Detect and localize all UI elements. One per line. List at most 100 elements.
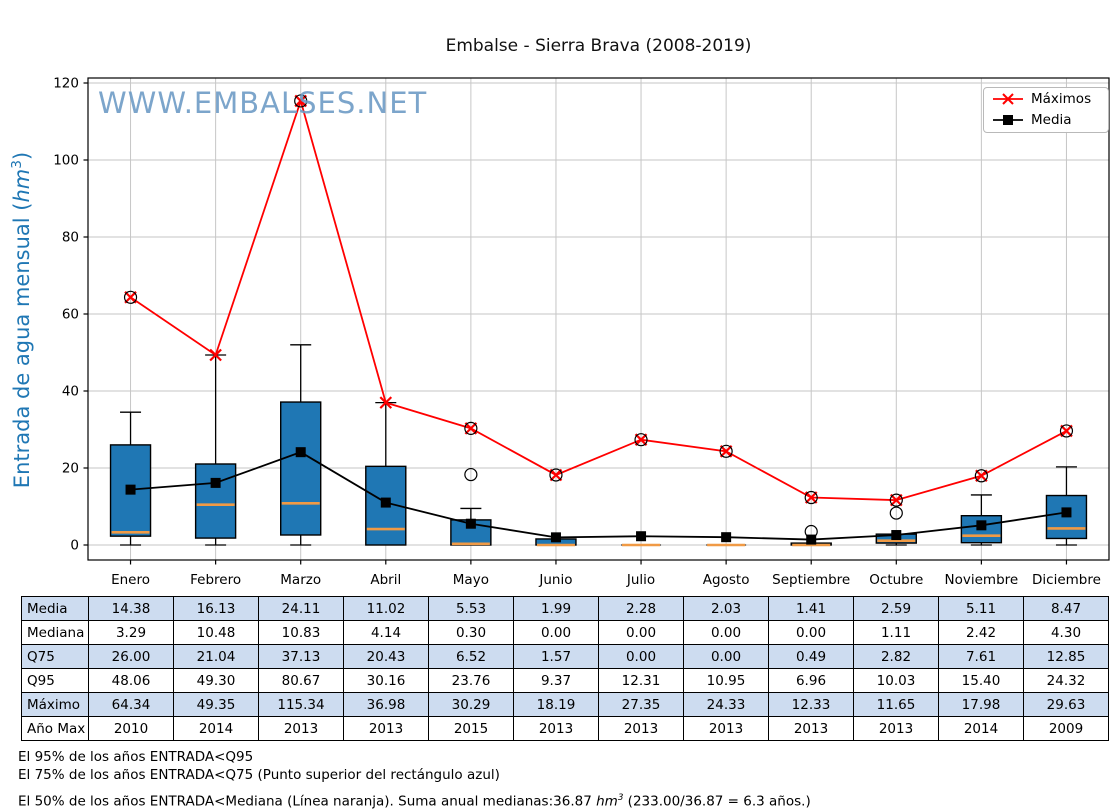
table-cell: 2.42 bbox=[938, 620, 1024, 645]
outlier-circle bbox=[889, 506, 903, 520]
table-cell: 2014 bbox=[938, 716, 1024, 741]
table-cell: 2013 bbox=[598, 716, 684, 741]
table-cell: 24.33 bbox=[683, 692, 769, 717]
table-cell: 12.33 bbox=[768, 692, 854, 717]
x-tick-label: Enero bbox=[111, 572, 150, 588]
box-marzo bbox=[280, 401, 322, 536]
table-cell: 12.85 bbox=[1023, 644, 1109, 669]
table-cell: 10.48 bbox=[173, 620, 259, 645]
x-tick-label: Noviembre bbox=[945, 572, 1019, 588]
max-x-marker bbox=[294, 94, 307, 108]
table-cell: 27.35 bbox=[598, 692, 684, 717]
table-cell: 48.06 bbox=[88, 668, 174, 693]
table-cell: 10.83 bbox=[258, 620, 344, 645]
media-marker bbox=[295, 447, 306, 458]
max-x-marker bbox=[464, 422, 478, 435]
footnote-unit: hm bbox=[596, 793, 618, 810]
table-cell: 23.76 bbox=[428, 668, 514, 693]
x-tick-label: Octubre bbox=[869, 572, 923, 588]
table-row-mediana: Mediana 3.29 10.48 10.83 4.14 0.30 0.00 0.00 0.0… bbox=[21, 620, 1109, 645]
table-cell: 2013 bbox=[768, 716, 854, 741]
table-cell: 14.38 bbox=[88, 596, 174, 621]
table-row-label: Q75 bbox=[21, 644, 89, 669]
table-cell: 2015 bbox=[428, 716, 514, 741]
table-cell: 11.02 bbox=[343, 596, 429, 621]
max-x-marker bbox=[804, 491, 818, 504]
table-cell: 1.99 bbox=[513, 596, 599, 621]
y-tick-label: 40 bbox=[62, 384, 79, 400]
table-cell: 1.11 bbox=[853, 620, 939, 645]
table-cell: 2009 bbox=[1023, 716, 1109, 741]
outlier-circle bbox=[634, 433, 648, 447]
legend: Máximos Media bbox=[983, 87, 1109, 133]
chart-title: Embalse - Sierra Brava (2008-2019) bbox=[445, 36, 752, 56]
table-cell: 2010 bbox=[88, 716, 174, 741]
legend-label-maximos: Máximos bbox=[1031, 90, 1092, 107]
table-cell: 24.11 bbox=[258, 596, 344, 621]
table-cell: 64.34 bbox=[88, 692, 174, 717]
maximos-line-x-icon bbox=[993, 92, 1023, 105]
table-cell: 49.30 bbox=[173, 668, 259, 693]
table-cell: 8.47 bbox=[1023, 596, 1109, 621]
x-tick-label: Septiembre bbox=[772, 572, 850, 588]
table-cell: 1.57 bbox=[513, 644, 599, 669]
max-x-marker bbox=[209, 348, 222, 362]
x-tick-label: Junio bbox=[538, 572, 572, 588]
x-tick-label: Mayo bbox=[453, 572, 489, 588]
media-marker bbox=[550, 532, 561, 543]
footnote-q75: El 75% de los años ENTRADA<Q75 (Punto su… bbox=[18, 767, 500, 783]
legend-item-maximos: Máximos bbox=[984, 88, 1108, 109]
table-cell: 2013 bbox=[853, 716, 939, 741]
outlier-circle bbox=[294, 94, 308, 108]
y-tick-label: 80 bbox=[62, 230, 79, 246]
table-cell: 0.49 bbox=[768, 644, 854, 669]
table-cell: 2013 bbox=[513, 716, 599, 741]
table-row-label: Año Max bbox=[21, 716, 89, 741]
table-cell: 2.28 bbox=[598, 596, 684, 621]
max-x-marker bbox=[719, 445, 733, 458]
x-tick-label: Agosto bbox=[703, 572, 750, 588]
y-tick-label: 0 bbox=[70, 538, 79, 554]
max-x-marker bbox=[379, 396, 393, 409]
table-row-label: Q95 bbox=[21, 668, 89, 693]
table-cell: 10.03 bbox=[853, 668, 939, 693]
table-cell: 0.30 bbox=[428, 620, 514, 645]
table-cell: 0.00 bbox=[598, 644, 684, 669]
max-x-marker bbox=[975, 469, 988, 483]
watermark: WWW.EMBALSES.NET bbox=[98, 86, 428, 120]
outlier-circle bbox=[1059, 424, 1074, 438]
max-x-marker bbox=[890, 493, 903, 507]
outlier-circle bbox=[804, 524, 818, 539]
table-cell: 37.13 bbox=[258, 644, 344, 669]
table-row-q75: Q75 26.00 21.04 37.13 20.43 6.52 1.57 0.00 0.00 0… bbox=[21, 644, 1109, 669]
footnote-mediana-text: El 50% de los años ENTRADA<Mediana (Líne… bbox=[18, 793, 597, 810]
table-cell: 115.34 bbox=[258, 692, 344, 717]
box-febrero bbox=[194, 463, 237, 539]
legend-label-media: Media bbox=[1031, 111, 1072, 128]
x-tick-label: Diciembre bbox=[1032, 572, 1101, 588]
table-cell: 16.13 bbox=[173, 596, 259, 621]
table-cell: 80.67 bbox=[258, 668, 344, 693]
table-cell: 0.00 bbox=[683, 644, 769, 669]
table-cell: 15.40 bbox=[938, 668, 1024, 693]
chart-canvas: 0 20 40 60 80 100 120 Enero Febrero Marzo Abril May… bbox=[53, 76, 1110, 588]
table-cell: 2.03 bbox=[683, 596, 769, 621]
table-cell: 2013 bbox=[683, 716, 769, 741]
max-x-marker bbox=[549, 468, 563, 482]
table-cell: 2014 bbox=[173, 716, 259, 741]
footnote-unit-exponent: 3 bbox=[617, 793, 624, 803]
outlier-circle bbox=[889, 493, 903, 507]
table-cell: 24.32 bbox=[1023, 668, 1109, 693]
y-tick-label: 20 bbox=[62, 461, 79, 477]
table-cell: 0.00 bbox=[598, 620, 684, 645]
outlier-circle bbox=[719, 444, 733, 458]
table-cell: 9.37 bbox=[513, 668, 599, 693]
table-row-label: Máximo bbox=[21, 692, 89, 717]
plot-frame bbox=[87, 77, 1110, 561]
outlier-circle bbox=[464, 467, 478, 482]
table-cell: 1.41 bbox=[768, 596, 854, 621]
media-marker bbox=[806, 534, 817, 545]
table-cell: 7.61 bbox=[938, 644, 1024, 669]
table-cell: 18.19 bbox=[513, 692, 599, 717]
table-cell: 17.98 bbox=[938, 692, 1024, 717]
